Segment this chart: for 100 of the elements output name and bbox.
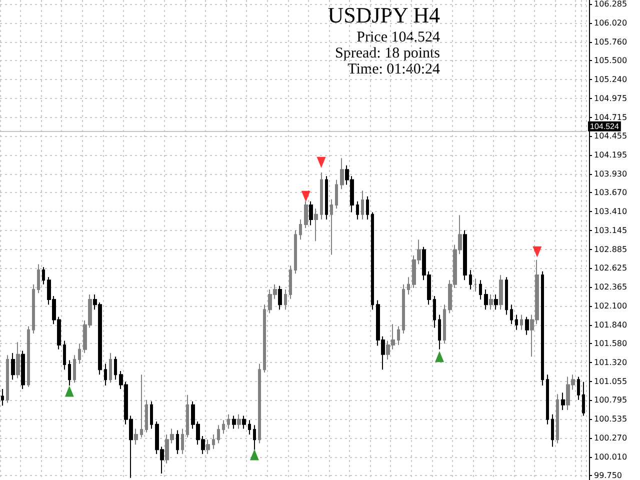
- candlestick: [11, 352, 15, 380]
- candlestick: [253, 424, 256, 450]
- candlestick: [479, 280, 482, 300]
- candlestick: [140, 374, 143, 438]
- candlestick: [546, 374, 549, 425]
- candlestick: [222, 420, 225, 434]
- y-tick-label: 102.365: [594, 282, 628, 292]
- candlestick: [186, 394, 189, 438]
- y-tick-label: 100.270: [594, 434, 628, 443]
- candlestick: [150, 400, 153, 430]
- candlestick: [469, 269, 472, 290]
- chart-title: USDJPY H4: [328, 2, 440, 28]
- candlestick: [73, 354, 76, 384]
- y-tick-label: 104.715: [594, 112, 628, 122]
- candlestick: [489, 294, 493, 310]
- candlestick: [371, 212, 374, 310]
- y-tick-label: 100.010: [594, 452, 628, 462]
- candlestick: [541, 270, 544, 386]
- candlestick: [582, 381, 585, 416]
- candlestick: [484, 288, 488, 310]
- y-tick-label: 103.410: [594, 207, 628, 216]
- candlestick: [242, 415, 246, 430]
- candlestick: [263, 304, 266, 373]
- candlestick: [181, 428, 184, 455]
- candlestick: [556, 394, 559, 444]
- candlestick: [212, 434, 215, 450]
- candlestick: [397, 326, 400, 346]
- candlestick: [402, 284, 405, 334]
- point: [250, 449, 259, 460]
- candlestick: [284, 288, 287, 310]
- y-tick-label: 101.055: [594, 376, 628, 386]
- point: [532, 246, 542, 258]
- candlestick: [217, 424, 220, 444]
- y-tick-label: 102.100: [594, 302, 628, 311]
- candlestick: [320, 172, 323, 220]
- candlestick: [433, 295, 436, 328]
- annotation: Price 104.524: [356, 30, 440, 46]
- candlestick: [463, 230, 467, 281]
- candlestick: [577, 376, 580, 400]
- candlestick: [1, 388, 4, 406]
- point: [435, 351, 444, 362]
- y-tick-label: 104.975: [594, 94, 628, 104]
- candlestick: [16, 342, 20, 379]
- candlestick: [248, 420, 251, 436]
- y-tick-label: 104.195: [594, 150, 628, 160]
- candlestick: [499, 274, 503, 310]
- candlestick: [294, 230, 297, 274]
- point: [64, 386, 74, 397]
- candlestick: [37, 264, 40, 294]
- candlestick: [109, 352, 112, 384]
- candlestick: [42, 266, 45, 285]
- y-tick-label: 99.750: [594, 471, 622, 480]
- candlestick: [278, 285, 282, 310]
- candlestick: [515, 314, 518, 330]
- candlestick: [134, 428, 138, 446]
- candlestick: [438, 314, 441, 350]
- candlestick: [289, 265, 292, 300]
- candlestick: [525, 316, 529, 336]
- y-tick-label: 102.885: [594, 244, 628, 254]
- candlestick: [237, 414, 241, 430]
- candlestick: [356, 200, 359, 220]
- candlestick: [474, 278, 477, 292]
- y-tick-label: 100.795: [594, 396, 628, 405]
- candlestick: [325, 176, 328, 220]
- candlestick: [335, 179, 338, 210]
- candlestick: [206, 439, 210, 455]
- y-tick-label: 101.840: [594, 320, 628, 330]
- candlestick: [232, 415, 236, 430]
- candlestick: [104, 363, 107, 386]
- y-tick-label: 101.580: [594, 339, 628, 348]
- y-tick-label: 106.285: [594, 0, 628, 8]
- candlestick: [21, 350, 25, 390]
- candlestick: [176, 430, 179, 455]
- y-tick-label: 100.535: [594, 414, 628, 424]
- annotation: Time: 01:40:24: [348, 62, 440, 78]
- candlestick: [299, 218, 302, 240]
- candlestick: [258, 363, 261, 444]
- candlestick: [227, 414, 230, 430]
- candlestick: [520, 314, 523, 330]
- y-tick-label: 105.500: [594, 56, 628, 66]
- candlestick: [309, 200, 313, 226]
- y-tick-label: 103.930: [594, 169, 628, 178]
- y-tick-label: 105.240: [594, 74, 628, 84]
- candlestick: [145, 399, 148, 433]
- candlestick: [27, 326, 30, 388]
- candlestick: [505, 276, 508, 316]
- candlestick: [68, 360, 71, 386]
- candlestick: [407, 276, 410, 296]
- annotation: Spread: 18 points: [335, 46, 440, 62]
- candlestick: [114, 356, 117, 380]
- candlestick: [510, 304, 513, 325]
- candlestick: [304, 200, 308, 229]
- y-tick-label: 102.625: [594, 264, 628, 273]
- y-tick-label: 104.455: [594, 132, 628, 141]
- candlestick: [494, 294, 498, 310]
- candlestick: [78, 343, 81, 364]
- candlestick: [561, 392, 565, 410]
- ref-line-label: 104.524: [590, 122, 620, 131]
- y-tick-label: 103.670: [594, 188, 628, 198]
- point: [316, 156, 326, 168]
